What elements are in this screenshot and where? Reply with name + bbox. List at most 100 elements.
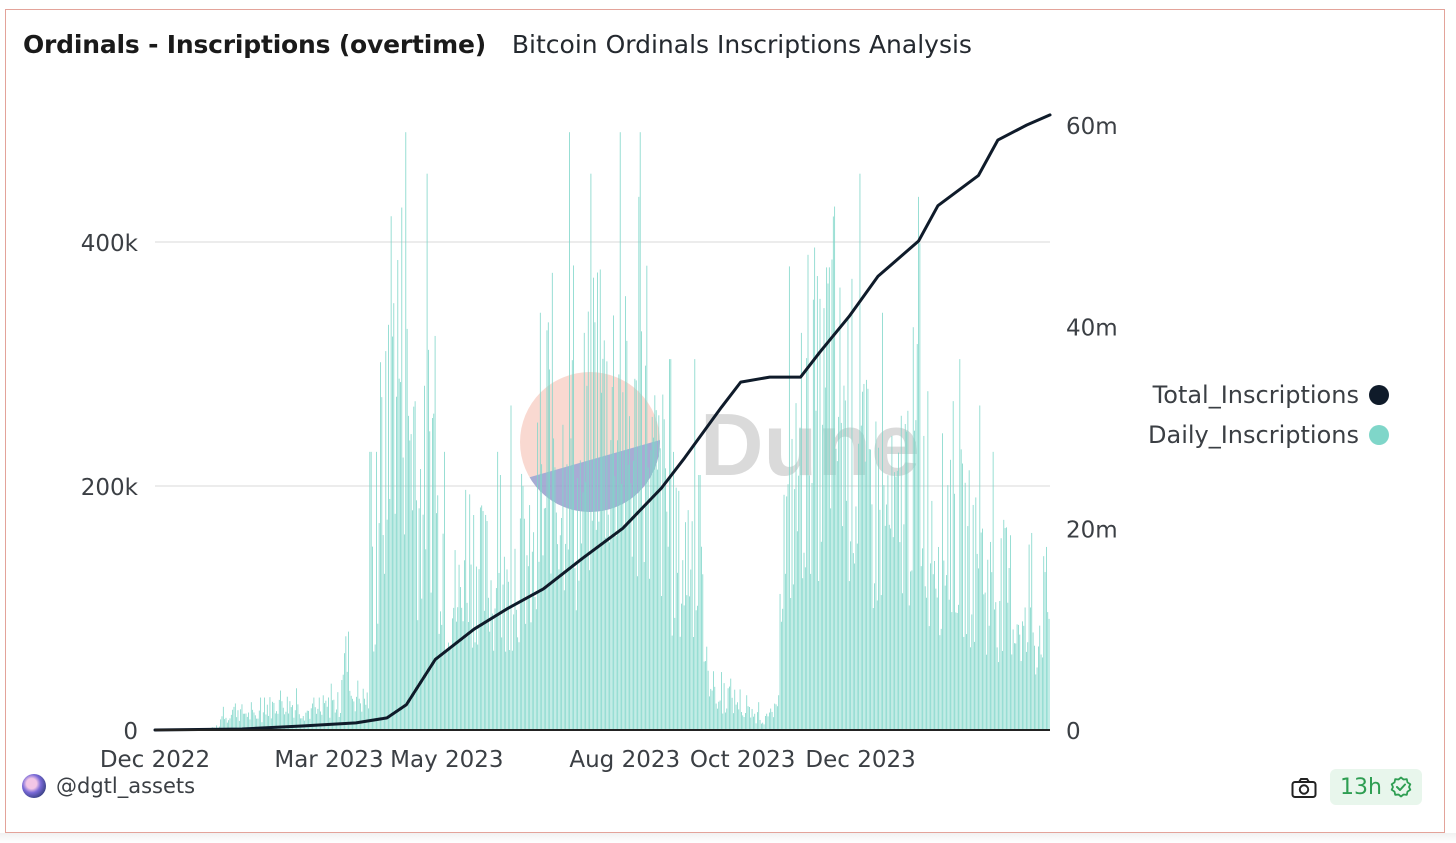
daily-bar (349, 690, 351, 730)
daily-bar (633, 460, 634, 730)
daily-bar (589, 570, 590, 730)
daily-bar (350, 695, 352, 730)
daily-bar (860, 425, 862, 730)
daily-bar (824, 387, 826, 730)
daily-bar (991, 572, 993, 730)
daily-bar (526, 555, 528, 730)
chart-title[interactable]: Ordinals - Inscriptions (overtime) (23, 30, 486, 59)
daily-bar (687, 510, 689, 730)
daily-bar (494, 608, 496, 730)
daily-bar (1040, 654, 1042, 730)
daily-bar (571, 360, 573, 730)
camera-icon[interactable] (1291, 777, 1317, 799)
daily-bar (907, 410, 909, 730)
daily-bar (762, 722, 764, 730)
daily-bar (694, 359, 696, 730)
daily-bar (862, 391, 864, 730)
daily-bar (567, 549, 569, 730)
daily-bar (252, 709, 254, 730)
right-tick-label: 0 (1066, 719, 1081, 745)
daily-bar (812, 299, 814, 730)
daily-bar (826, 267, 828, 730)
daily-bar (511, 650, 513, 730)
daily-bar (597, 272, 598, 730)
daily-bar (272, 701, 273, 730)
daily-bar (535, 609, 537, 730)
daily-bar (238, 720, 240, 730)
daily-bar (872, 608, 874, 730)
daily-bar (354, 711, 356, 730)
daily-bar (698, 475, 700, 730)
daily-bar (951, 612, 953, 730)
daily-bar (892, 537, 894, 730)
daily-bar (314, 707, 316, 730)
daily-bar (378, 523, 380, 730)
daily-bar (988, 625, 990, 730)
daily-bar (430, 592, 432, 730)
daily-bar (256, 718, 258, 730)
daily-bar (920, 566, 922, 730)
author[interactable]: @dgtl_assets (22, 774, 195, 798)
daily-bar (1028, 544, 1030, 730)
daily-bar (844, 400, 846, 730)
daily-bar (807, 254, 809, 730)
daily-bar (667, 546, 669, 730)
daily-bar (462, 621, 464, 730)
daily-bar (654, 395, 656, 730)
daily-bar (842, 526, 844, 730)
daily-bar (637, 576, 638, 730)
daily-bar (502, 584, 504, 730)
daily-bar (450, 649, 452, 730)
daily-bar (595, 529, 597, 730)
daily-bar (318, 697, 320, 730)
daily-bar (422, 514, 424, 730)
daily-bar (855, 506, 857, 730)
x-tick-label: May 2023 (390, 747, 503, 773)
daily-bar (380, 362, 381, 730)
daily-bar (946, 575, 947, 730)
daily-bar (775, 704, 777, 730)
daily-bar (249, 719, 251, 730)
daily-bar (473, 515, 475, 730)
daily-bar (875, 421, 877, 730)
right-tick-label: 20m (1066, 517, 1118, 543)
daily-bar (802, 578, 804, 730)
daily-bar (437, 495, 439, 730)
daily-bar (289, 701, 291, 730)
daily-bar (452, 618, 453, 730)
legend-item-daily[interactable]: Daily_Inscriptions (1148, 415, 1389, 455)
daily-bar (481, 505, 483, 730)
daily-bar (810, 573, 812, 730)
daily-bar (938, 546, 939, 730)
daily-bar (432, 418, 433, 730)
daily-bar (416, 500, 417, 730)
daily-bar (550, 573, 552, 730)
daily-bar (360, 703, 361, 730)
daily-bar (541, 464, 543, 730)
daily-bar (276, 711, 277, 730)
refresh-badge[interactable]: 13h (1330, 769, 1422, 805)
daily-bar (1026, 651, 1027, 730)
daily-bar (771, 711, 773, 730)
daily-bar (836, 461, 838, 730)
daily-bar (257, 718, 259, 730)
daily-bar (858, 443, 860, 730)
daily-bar (466, 602, 468, 730)
daily-bar (433, 413, 435, 730)
daily-bar (518, 642, 520, 730)
avatar (22, 774, 46, 798)
daily-bar (591, 520, 593, 730)
daily-bar (467, 622, 469, 730)
daily-bar (344, 653, 345, 730)
daily-bar (880, 595, 882, 730)
daily-bar (840, 422, 842, 730)
daily-bar (506, 569, 508, 730)
daily-bar (216, 725, 218, 730)
daily-bar (908, 605, 910, 730)
daily-bar (982, 528, 983, 730)
legend-item-total[interactable]: Total_Inscriptions (1148, 375, 1389, 415)
daily-bar (1034, 645, 1035, 730)
daily-bar (675, 487, 677, 730)
daily-bar (749, 707, 750, 730)
daily-bar (811, 483, 813, 730)
